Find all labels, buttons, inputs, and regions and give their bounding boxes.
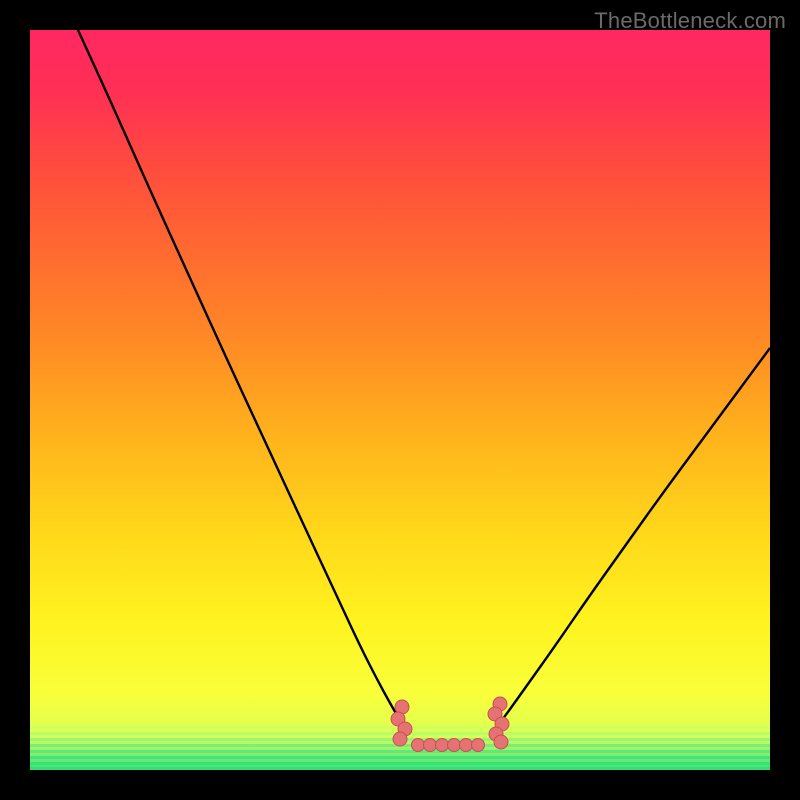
plot-svg — [30, 30, 770, 770]
bottleneck-plot — [30, 30, 770, 770]
marker-right-4 — [494, 735, 508, 749]
marker-bottom-4 — [460, 739, 473, 752]
marker-bottom-5 — [472, 739, 485, 752]
marker-bottom-1 — [424, 739, 437, 752]
gradient-background — [30, 30, 770, 770]
watermark-text: TheBottleneck.com — [594, 8, 786, 34]
marker-left-3 — [393, 732, 407, 746]
chart-frame: TheBottleneck.com — [0, 0, 800, 800]
marker-bottom-2 — [436, 739, 449, 752]
marker-bottom-3 — [448, 739, 461, 752]
marker-bottom-0 — [412, 739, 425, 752]
